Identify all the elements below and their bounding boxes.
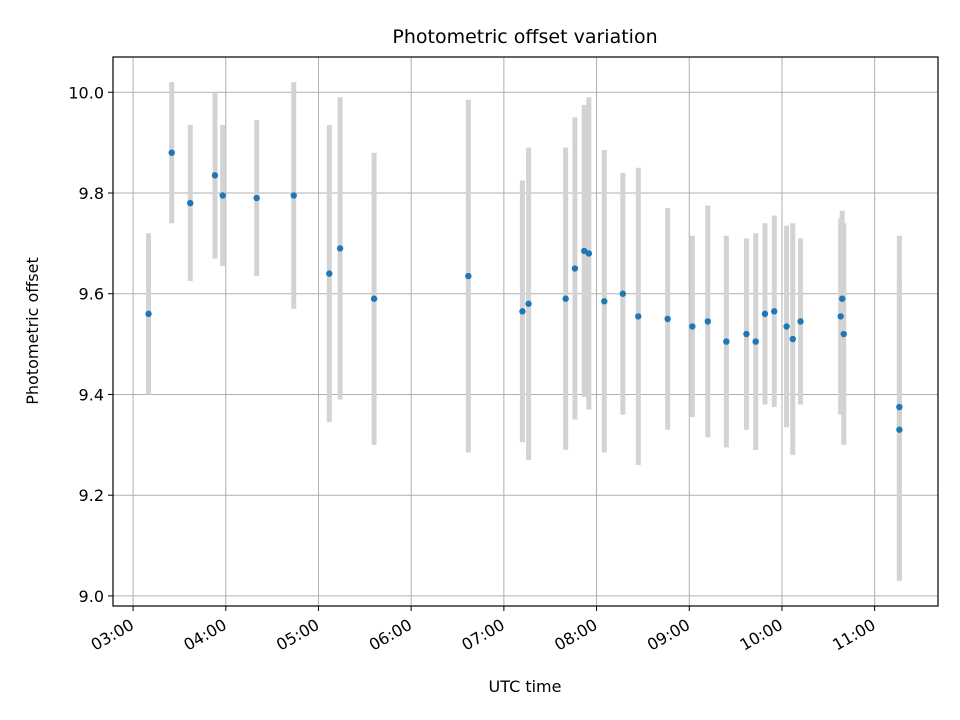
- data-point: [370, 295, 378, 302]
- data-point: [290, 192, 297, 199]
- data-point: [619, 290, 627, 297]
- plot-frame: [112, 56, 939, 607]
- y-axis-title: Photometric offset: [23, 257, 42, 405]
- data-point: [761, 310, 769, 318]
- data-point: [783, 323, 790, 330]
- data-markers: [145, 149, 903, 433]
- data-point: [601, 298, 608, 305]
- data-point: [704, 318, 712, 325]
- y-tick-label: 9.4: [79, 385, 104, 404]
- data-point: [211, 172, 219, 179]
- data-point: [771, 308, 778, 315]
- x-axis-title: UTC time: [489, 677, 562, 696]
- data-point: [896, 403, 903, 411]
- data-point: [689, 323, 696, 330]
- data-point: [326, 270, 333, 277]
- data-point: [752, 338, 759, 345]
- plot-area: [113, 57, 938, 606]
- data-point: [797, 318, 804, 325]
- data-point: [664, 315, 671, 323]
- data-point: [839, 295, 846, 302]
- chart-title: Photometric offset variation: [392, 26, 657, 48]
- y-tick-label: 9.2: [79, 486, 104, 505]
- y-ticks: 9.0 9.2 9.4 9.6 9.8 10.0: [68, 83, 113, 606]
- data-point: [525, 300, 532, 307]
- data-point: [336, 245, 344, 252]
- data-point: [789, 335, 796, 343]
- data-point: [896, 426, 903, 433]
- y-tick-label: 9.0: [79, 587, 104, 606]
- data-point: [837, 313, 844, 320]
- data-point: [635, 313, 642, 320]
- data-point: [562, 295, 569, 302]
- data-point: [743, 330, 750, 338]
- data-point: [571, 265, 579, 272]
- data-point: [840, 330, 847, 338]
- data-point: [519, 308, 526, 315]
- data-point: [585, 250, 593, 257]
- data-point: [168, 149, 175, 156]
- y-tick-label: 10.0: [68, 83, 104, 102]
- data-point: [145, 310, 152, 318]
- data-point: [187, 199, 194, 207]
- x-grid-lines: [132, 57, 876, 606]
- y-tick-label: 9.8: [79, 184, 104, 203]
- data-point: [465, 272, 472, 280]
- y-tick-label: 9.6: [79, 285, 104, 304]
- data-point: [253, 194, 260, 202]
- data-point: [723, 338, 730, 345]
- data-point: [219, 192, 226, 199]
